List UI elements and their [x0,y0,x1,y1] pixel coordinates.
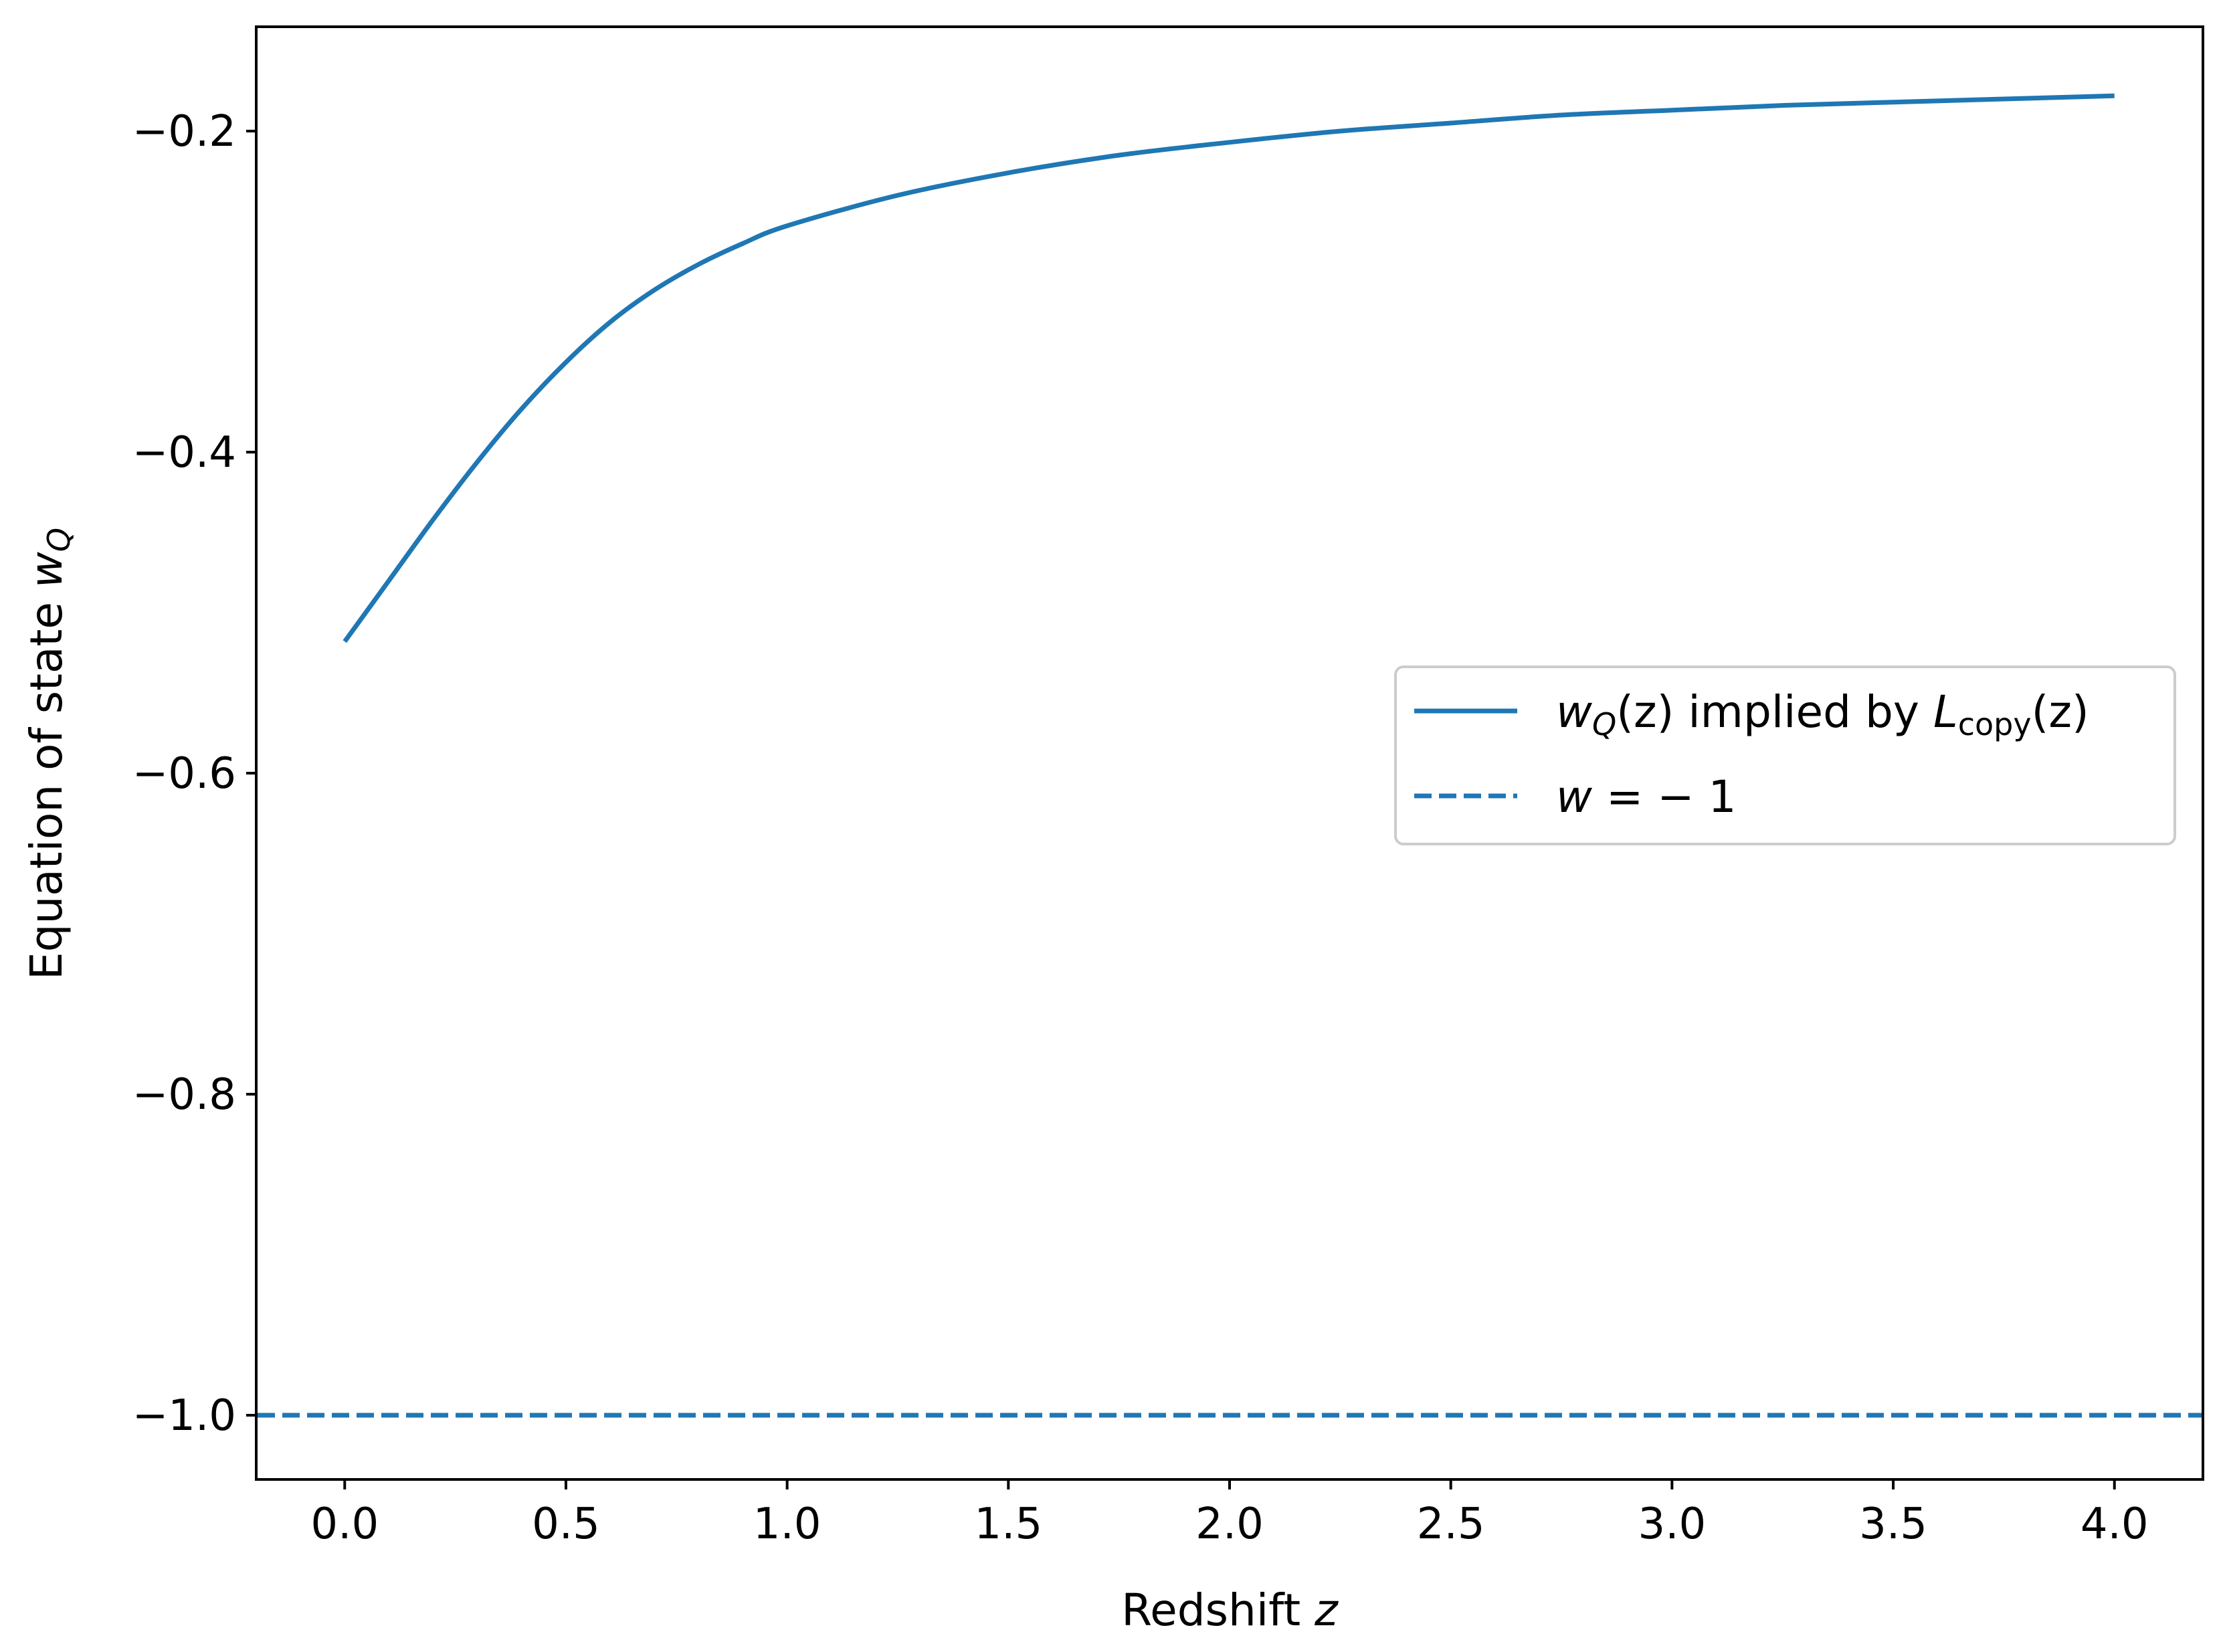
y-tick-label: −0.8 [132,1070,236,1120]
series-line-wq [343,93,2115,643]
x-tick-label: 3.0 [1638,1500,1706,1549]
x-tick-label: 2.5 [1417,1500,1485,1549]
legend-label-wq: wQ(z) implied by Lcopy(z) [1556,686,2089,742]
y-axis-title: Equation of state wQ [21,528,77,980]
x-tick-label: 3.5 [1859,1500,1927,1549]
x-tick-label: 0.0 [310,1500,379,1549]
x-tick-label: 1.0 [753,1500,821,1549]
legend-box [1394,665,2176,845]
x-axis-title: Redshift z [1121,1584,1339,1636]
y-tick-label: −0.4 [132,428,236,478]
legend: wQ(z) implied by Lcopy(z) w = − 1 [1394,665,2176,845]
x-tick-label: 4.0 [2081,1500,2149,1549]
y-tick-label: −0.2 [132,107,236,157]
x-tick-label: 1.5 [974,1500,1042,1549]
x-tick-label: 0.5 [532,1500,600,1549]
x-axis-ticks: 0.0 0.5 1.0 1.5 2.0 2.5 3.0 3.5 4.0 [310,1479,2149,1549]
y-axis-ticks: −1.0 −0.8 −0.6 −0.4 −0.2 [132,107,256,1441]
x-tick-label: 2.0 [1195,1500,1264,1549]
y-tick-label: −0.6 [132,749,236,799]
y-tick-label: −1.0 [132,1391,236,1441]
legend-label-w-minus-1: w = − 1 [1556,771,1737,823]
